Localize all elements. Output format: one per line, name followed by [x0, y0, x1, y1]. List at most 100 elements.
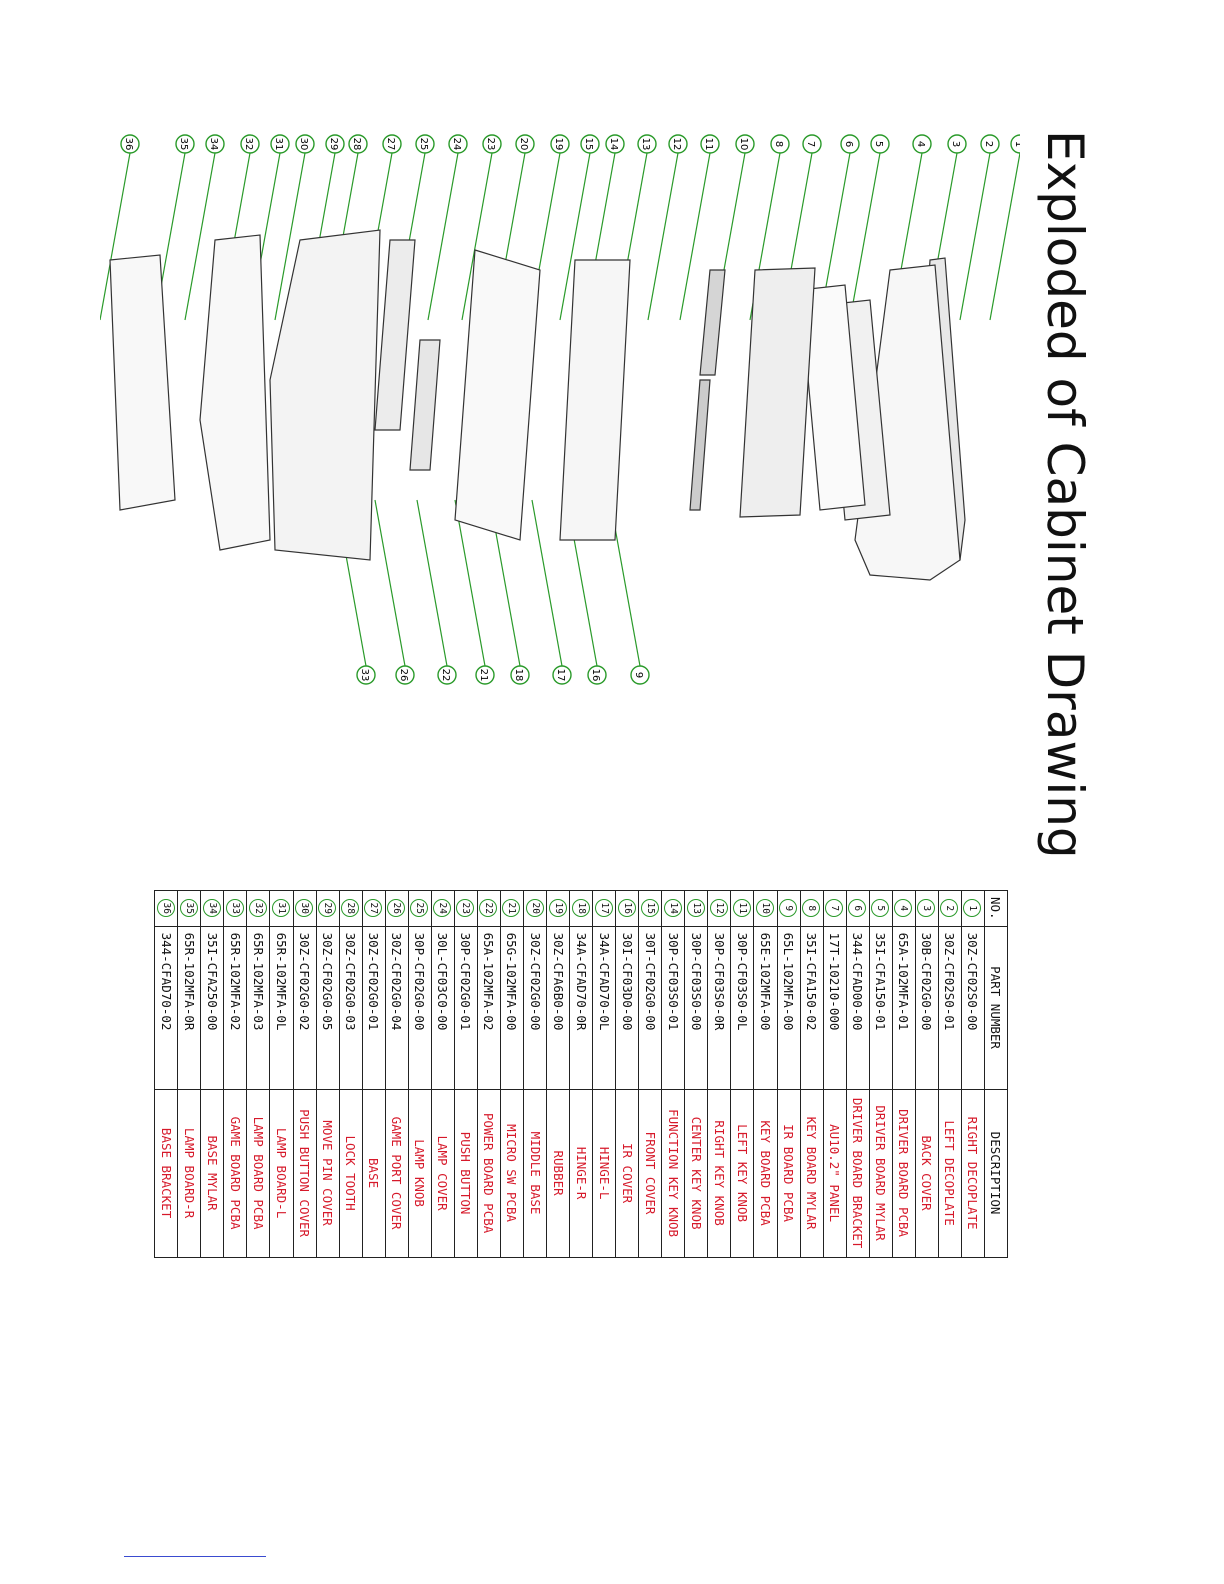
callout-circle — [175, 134, 195, 154]
callout-14: 14 — [605, 134, 625, 154]
part-description: DRIVER BOARD BRACKET — [846, 1089, 870, 1258]
callout-label: 20 — [518, 138, 529, 151]
callout-leader — [849, 152, 881, 321]
callout-label: 23 — [485, 138, 496, 151]
row-number: 23 — [454, 890, 478, 927]
part-number: 30B-CF02G0-00 — [915, 926, 939, 1090]
callout-circle — [240, 134, 260, 154]
callout-circles: 1234567810111213141519202324252728293031… — [120, 134, 1020, 685]
row-number: 22 — [477, 890, 501, 927]
callout-25: 25 — [415, 134, 435, 154]
callout-circle — [382, 134, 402, 154]
part-description: RUBBER — [546, 1089, 570, 1258]
table-row: 12 30P-CF03S0-0R RIGHT KEY KNOB — [707, 890, 731, 1258]
part-base — [269, 229, 381, 561]
table-row: 31 65R-102MFA-0L LAMP BOARD-L — [270, 890, 294, 1258]
callout-leader — [416, 499, 448, 667]
table-row: 15 30T-CF02G0-00 FRONT COVER — [638, 890, 662, 1258]
callout-label: 24 — [451, 138, 462, 151]
callout-label: 16 — [590, 669, 601, 682]
row-number-badge: 4 — [894, 899, 913, 918]
callout-26: 26 — [395, 665, 415, 685]
part-driver-mylar — [799, 284, 866, 511]
table-row: 17 34A-CFAD70-0L HINGE-L — [592, 890, 616, 1258]
row-number-badge: 35 — [179, 899, 198, 918]
part-number: 30Z-CF02G0-02 — [293, 926, 317, 1090]
callout-29: 29 — [325, 134, 345, 154]
part-number: 30P-CF03S0-0R — [707, 926, 731, 1090]
callout-label: 12 — [671, 138, 682, 151]
part-middle-base — [454, 249, 541, 541]
callout-circle — [637, 134, 657, 154]
row-number: 24 — [431, 890, 455, 927]
table-row: 5 35I-CFA150-01 DRIVER BOARD MYLAR — [869, 890, 893, 1258]
row-number: 36 — [154, 890, 178, 927]
callout-circle — [580, 134, 600, 154]
callout-11: 11 — [700, 134, 720, 154]
row-number-badge: 19 — [548, 899, 567, 918]
callout-label: 33 — [359, 669, 370, 682]
callout-leader — [559, 152, 591, 321]
row-number: 20 — [523, 890, 547, 927]
row-number: 34 — [200, 890, 224, 927]
callout-leader — [274, 152, 306, 321]
part-number: 30P-CF03S0-0L — [730, 926, 754, 1090]
row-number-badge: 28 — [341, 899, 360, 918]
callout-circle — [475, 665, 495, 685]
row-number: 31 — [270, 890, 294, 927]
table-header-row: NO. PART NUMBER DESCRIPTION — [984, 890, 1008, 1258]
row-number: 33 — [223, 890, 247, 927]
callout-circle — [552, 665, 572, 685]
callout-6: 6 — [840, 134, 860, 154]
callout-leader — [461, 152, 493, 321]
part-description: RIGHT DECOPLATE — [961, 1089, 985, 1258]
callout-circle — [770, 134, 790, 154]
part-description: PUSH BUTTON COVER — [293, 1089, 317, 1258]
callout-label: 18 — [513, 669, 524, 682]
part-description: DRIVER BOARD PCBA — [892, 1089, 916, 1258]
table-row: 3 30B-CF02G0-00 BACK COVER — [915, 890, 939, 1258]
part-number: 65R-102MFA-0L — [270, 926, 294, 1090]
part-panel — [739, 267, 816, 518]
part-number: 30P-CF03S0-00 — [684, 926, 708, 1090]
row-number: 3 — [915, 890, 939, 927]
parts-table-body: 1 30Z-CF02S0-00 RIGHT DECOPLATE 2 30Z-CF02S0… — [154, 890, 985, 1258]
row-number-badge: 34 — [202, 899, 221, 918]
callout-label: 28 — [351, 138, 362, 151]
part-description: LAMP KNOB — [408, 1089, 432, 1258]
table-row: 4 65A-102MFA-01 DRIVER BOARD PCBA — [892, 890, 916, 1258]
callout-label: 17 — [555, 669, 566, 682]
callout-circle — [270, 134, 290, 154]
callout-15: 15 — [580, 134, 600, 154]
part-number: 65R-102MFA-03 — [246, 926, 270, 1090]
callout-34: 34 — [205, 134, 225, 154]
row-number-badge: 6 — [848, 899, 867, 918]
callout-label: 2 — [983, 141, 994, 147]
table-row: 20 30Z-CF02G0-00 MIDDLE BASE — [523, 890, 547, 1258]
table-row: 18 34A-CFAD70-0R HINGE-R — [569, 890, 593, 1258]
callout-13: 13 — [637, 134, 657, 154]
table-row: 19 30Z-CFA6B0-00 RUBBER — [546, 890, 570, 1258]
part-key-board — [699, 269, 726, 376]
callout-27: 27 — [382, 134, 402, 154]
callout-17: 17 — [552, 665, 572, 685]
header-no: NO. — [984, 890, 1008, 927]
callout-circle — [700, 134, 720, 154]
exploded-drawing: 1234567810111213141519202324252728293031… — [100, 134, 1020, 685]
callout-label: 10 — [738, 138, 749, 151]
part-number: 30Z-CF02G0-05 — [316, 926, 340, 1090]
part-number: 35I-CFA150-02 — [800, 926, 824, 1090]
callout-leader — [184, 152, 216, 321]
callout-leader — [647, 152, 679, 321]
row-number-badge: 21 — [502, 899, 521, 918]
callout-9: 9 — [630, 665, 650, 685]
row-number: 16 — [615, 890, 639, 927]
row-number-badge: 13 — [686, 899, 705, 918]
callout-circle — [205, 134, 225, 154]
part-description: LOCK TOOTH — [339, 1089, 363, 1258]
callout-label: 26 — [398, 669, 409, 682]
part-number: 344-CFAD00-00 — [846, 926, 870, 1090]
part-description: GAME BOARD PCBA — [223, 1089, 247, 1258]
part-description: HINGE-R — [569, 1089, 593, 1258]
callout-label: 13 — [640, 138, 651, 151]
